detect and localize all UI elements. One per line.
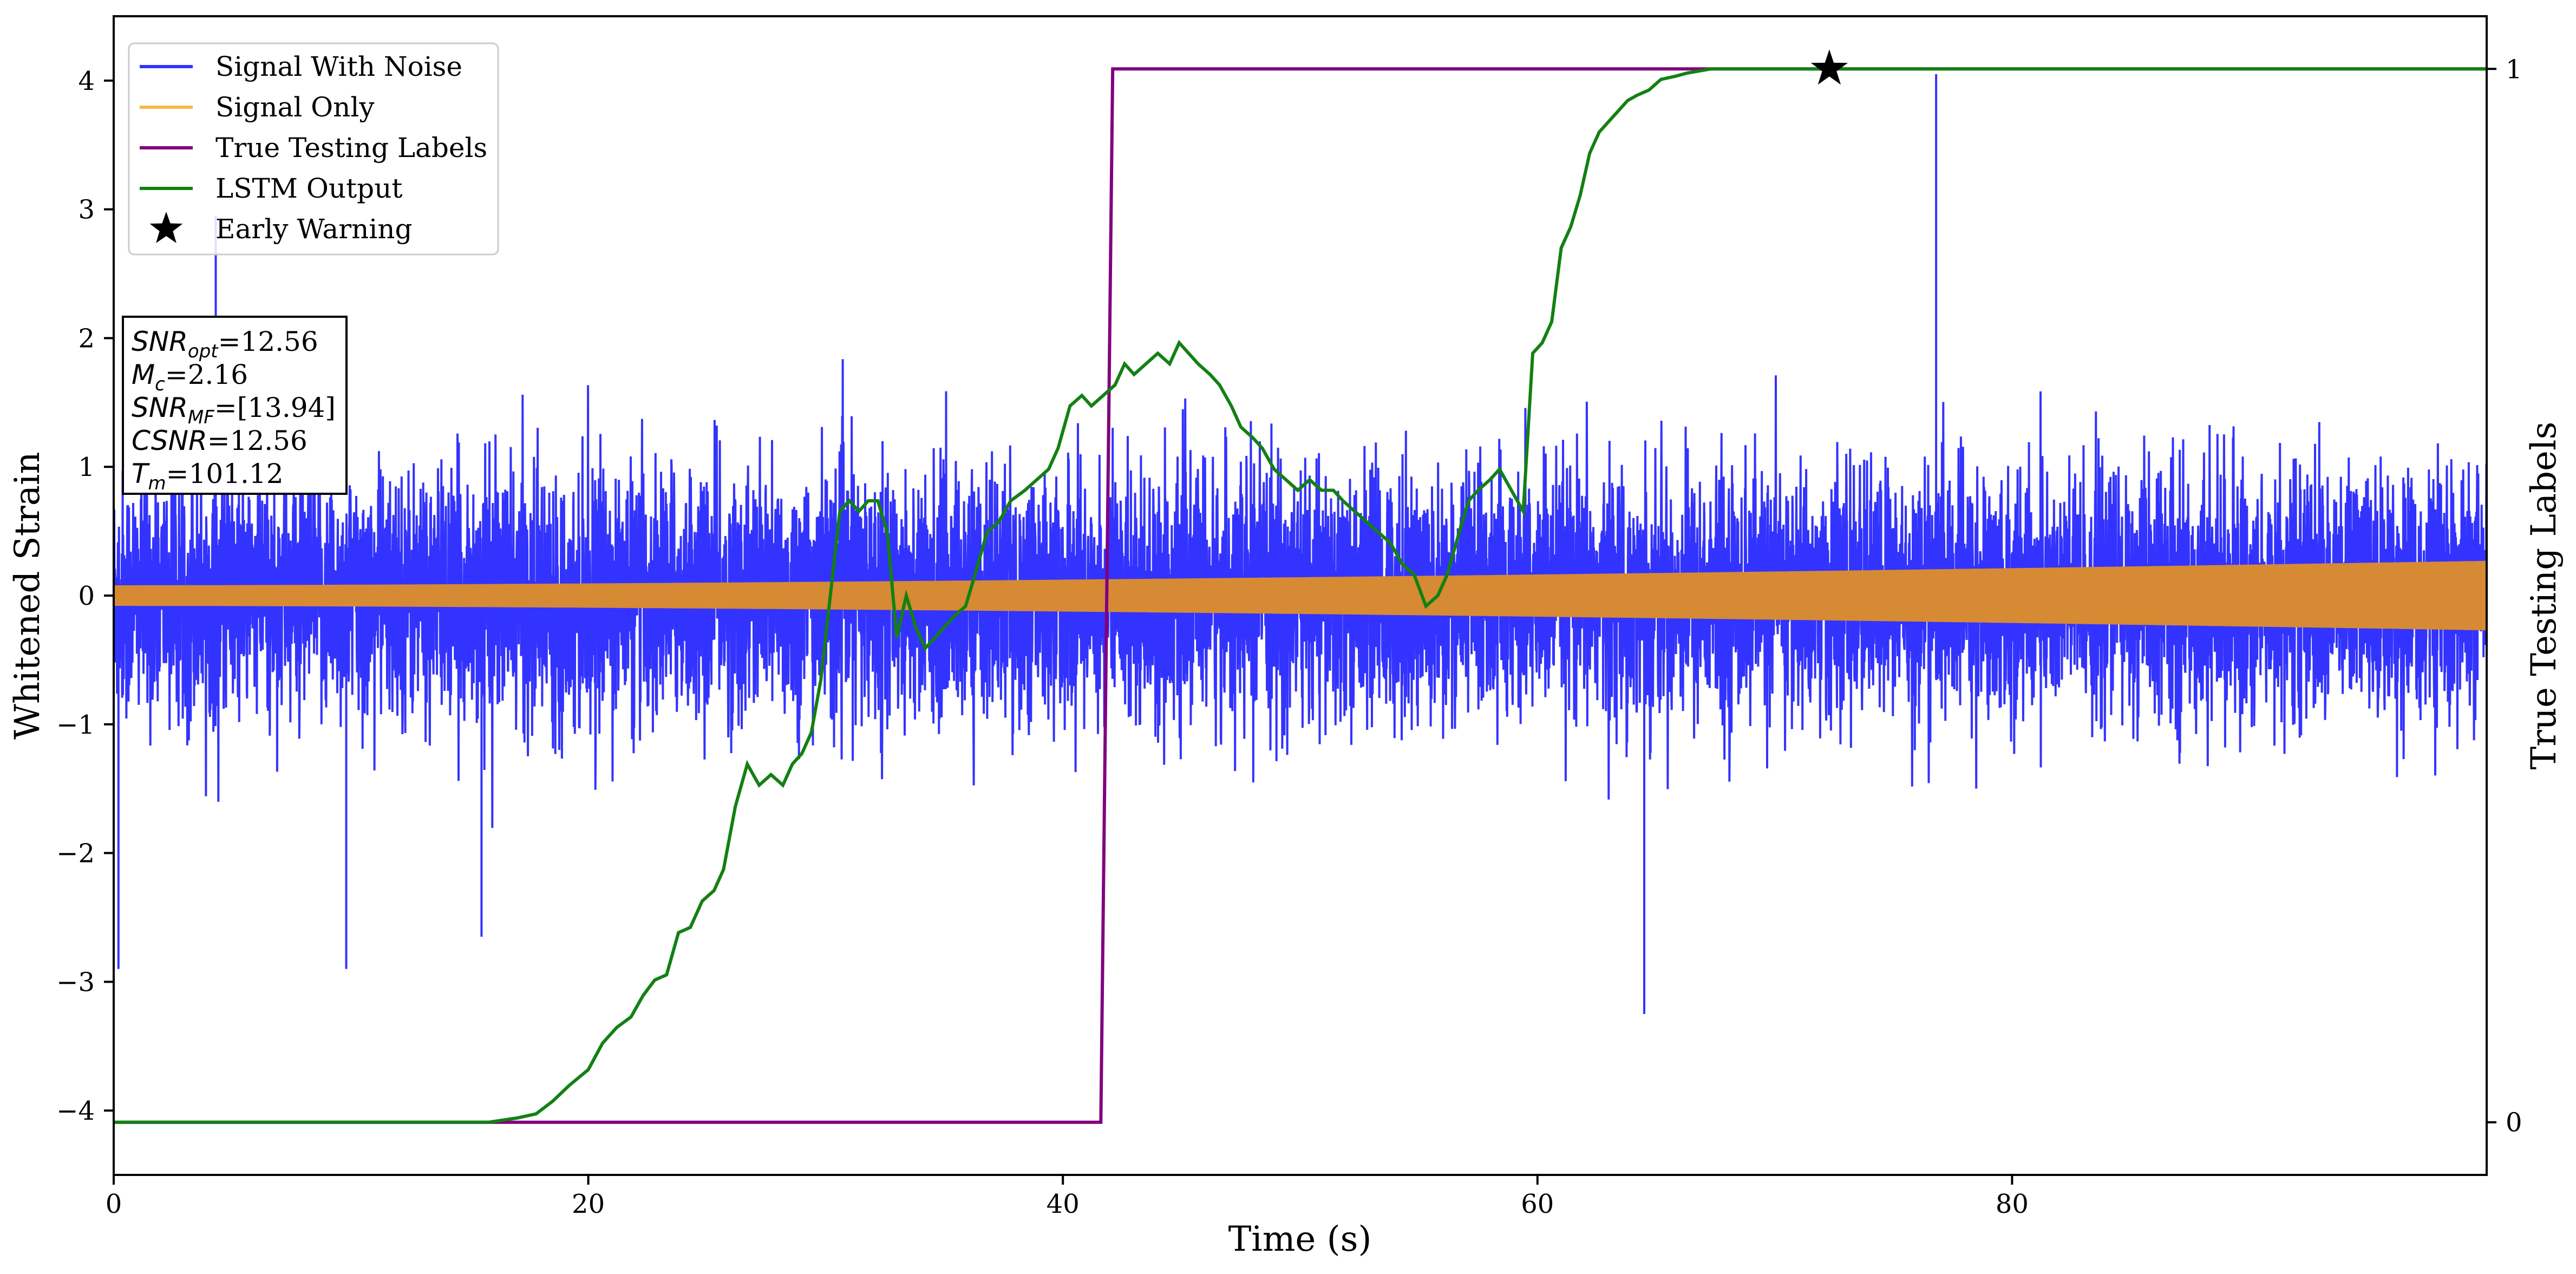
x-tick-label: 60 [1521,1189,1554,1219]
legend-item: Signal With Noise [140,51,462,82]
y-tick-label: −2 [56,839,95,869]
signal-only-band [114,560,2487,631]
annotation-line: CSNR=12.56 [132,425,308,456]
x-axis: 0 20 40 60 80 [106,1175,2029,1219]
y-axis-right: 01 [2487,54,2522,1138]
legend-label: Signal With Noise [215,51,462,82]
y-tick-label: 0 [78,581,95,611]
y-tick-label: −4 [56,1096,95,1126]
x-tick-label: 40 [1047,1189,1080,1219]
legend-box [128,42,499,256]
legend-item: True Testing Labels [140,132,487,164]
y-axis-title: Whitened Strain [8,452,48,739]
annotation-line: SNRMF=[13.94] [132,392,336,428]
annotation-line: SNRopt=12.56 [132,326,318,362]
lstm-output-line [114,67,2487,1124]
annotation-line: Tm=101.12 [132,458,284,494]
legend-star-icon [149,212,183,243]
early-warning-star [1810,49,1848,85]
legend-label: Early Warning [215,213,413,245]
y-tick-label: 1 [78,452,95,482]
legend-item: LSTM Output [140,173,402,204]
annotation-box [122,316,348,495]
y2-tick-label: 0 [2506,1108,2522,1138]
y-axis-left: −4 −3 −2 −1 0 1 2 3 4 [56,66,114,1126]
legend-label: LSTM Output [215,173,402,204]
legend: Signal With Noise Signal Only True Testing… [128,42,499,256]
annotation-line: Mc=2.16 [132,359,248,395]
x-tick-label: 20 [572,1189,605,1219]
x-tick-label: 0 [106,1189,122,1219]
legend-item: Early Warning [149,212,413,245]
x-tick-label: 80 [1996,1189,2029,1219]
legend-item: Signal Only [140,92,375,123]
y2-axis-title: True Testing Labels [2524,422,2564,770]
x-axis-title: Time (s) [1228,1219,1372,1259]
y-tick-label: 2 [78,323,95,354]
snr-annotation: SNRopt=12.56Mc=2.16SNRMF=[13.94]CSNR=12.… [122,316,348,495]
y2-tick-label: 1 [2506,54,2522,84]
y-tick-label: −3 [56,967,95,997]
y-tick-label: 4 [78,66,95,96]
legend-label: True Testing Labels [215,132,487,164]
y-tick-label: 3 [78,195,95,225]
y-tick-label: −1 [56,710,95,740]
legend-label: Signal Only [215,92,375,123]
